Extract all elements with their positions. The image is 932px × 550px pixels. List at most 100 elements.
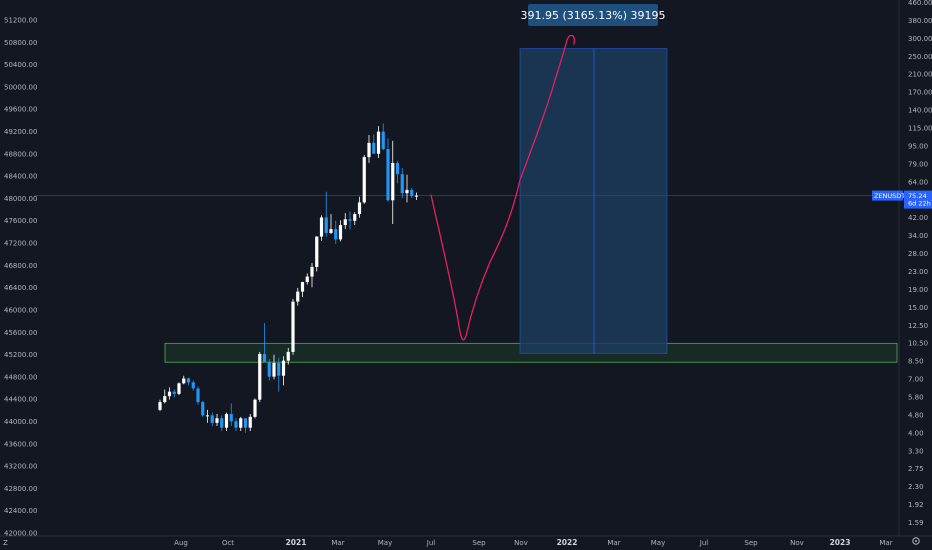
candle-body: [386, 149, 390, 201]
candle-body: [258, 354, 262, 400]
candle-body: [300, 282, 305, 292]
right-axis-tick: 2.30: [908, 483, 924, 491]
forecast-drawing[interactable]: [430, 34, 576, 341]
current-price-badge: ZENUSDT 75.24 6d 22h: [872, 190, 932, 209]
right-axis-tick: 4.00: [908, 429, 924, 437]
candles: [158, 123, 419, 433]
right-axis-tick: 19.00: [908, 286, 928, 294]
price-badge-value: 75.24: [908, 192, 927, 200]
right-axis-tick: 79.00: [908, 160, 928, 168]
candle-body: [172, 391, 176, 394]
candle-body: [400, 174, 404, 194]
candle-body: [381, 131, 385, 150]
time-axis-tick: Mar: [331, 539, 344, 547]
time-zone-icon[interactable]: Z: [3, 539, 8, 547]
left-price-axis[interactable]: 51200.00 50800.00 50400.00 50000.00 49600.00…: [4, 17, 37, 538]
candle-body: [305, 276, 309, 283]
right-axis-tick: 95.00: [908, 142, 928, 150]
time-axis-tick: Sep: [744, 539, 758, 547]
candle-body: [177, 383, 181, 394]
price-range-projection[interactable]: 391.95 (3165.13%) 39195: [519, 4, 668, 354]
time-axis[interactable]: Aug Oct 2021 Mar May Jul Sep Nov 2022 Mar May Jul Se…: [0, 535, 932, 547]
right-axis-tick: 28.00: [908, 250, 928, 258]
candle-body: [277, 363, 281, 376]
left-axis-tick: 50800.00: [4, 39, 37, 47]
time-axis-tick: May: [651, 539, 665, 547]
right-axis-tick: 64.00: [908, 178, 928, 186]
candle-body: [362, 157, 366, 203]
left-axis-tick: 45200.00: [4, 351, 37, 359]
candle-body: [191, 382, 195, 389]
right-axis-tick: 10.50: [908, 340, 928, 348]
price-badge-countdown: 6d 22h: [908, 200, 931, 208]
right-price-axis[interactable]: 460.00 380.00 300.00 250.00 210.00 170.00 140.…: [898, 0, 932, 536]
projection-label-box: [528, 4, 658, 26]
left-axis-tick: 47600.00: [4, 217, 37, 225]
right-axis-tick: 34.00: [908, 232, 928, 240]
candle-body: [210, 415, 214, 423]
candle-body: [329, 229, 333, 233]
left-axis-tick: 51200.00: [4, 17, 37, 25]
candle-body: [348, 219, 352, 221]
right-axis-tick: 460.00: [908, 0, 932, 7]
time-axis-tick: Aug: [174, 539, 188, 547]
candle-body: [229, 413, 233, 422]
candle-body: [296, 291, 300, 302]
time-axis-tick: Mar: [607, 539, 620, 547]
candle-body: [196, 388, 200, 403]
right-axis-tick: 380.00: [908, 17, 932, 25]
time-axis-tick: Mar: [879, 539, 892, 547]
candle-body: [395, 163, 400, 175]
candle-body: [353, 214, 357, 221]
right-axis-tick: 8.50: [908, 358, 924, 366]
candle-body: [315, 236, 319, 267]
candle-body: [343, 219, 347, 226]
candle-body: [163, 396, 167, 403]
right-axis-tick: 170.00: [908, 89, 932, 97]
right-axis-tick: 2.75: [908, 465, 924, 473]
projection-box[interactable]: [519, 48, 668, 354]
symbol-badge-label: ZENUSDT: [874, 192, 905, 200]
time-axis-tick: Sep: [472, 539, 486, 547]
candle-body: [158, 402, 162, 410]
left-axis-tick: 46800.00: [4, 262, 37, 270]
candle-body: [414, 195, 419, 197]
candle-body: [243, 418, 248, 428]
time-axis-tick: Jul: [426, 539, 436, 547]
candle-body: [215, 418, 219, 423]
right-axis-tick: 3.30: [908, 447, 924, 455]
candle-body: [267, 362, 271, 377]
candle-body: [234, 421, 238, 428]
time-axis-tick: Nov: [514, 539, 528, 547]
right-axis-tick: 115.00: [908, 125, 932, 133]
right-axis-tick: 15.00: [908, 304, 928, 312]
candle-body: [182, 378, 186, 384]
right-axis-tick: 7.00: [908, 376, 924, 384]
right-axis-tick: 210.00: [908, 71, 932, 79]
right-axis-tick: 12.50: [908, 322, 928, 330]
time-axis-tick: 2022: [557, 538, 578, 547]
candle-body: [324, 217, 328, 233]
candle-body: [253, 399, 257, 417]
price-badge: [904, 190, 932, 209]
left-axis-tick: 43200.00: [4, 463, 37, 471]
left-axis-tick: 44000.00: [4, 418, 37, 426]
right-axis-tick: 300.00: [908, 35, 932, 43]
projection-label: 391.95 (3165.13%) 39195: [521, 9, 666, 22]
candle-body: [262, 354, 267, 363]
left-axis-tick: 44800.00: [4, 373, 37, 381]
left-axis-tick: 44400.00: [4, 396, 37, 404]
left-axis-tick: 46400.00: [4, 284, 37, 292]
left-axis-tick: 50000.00: [4, 83, 37, 91]
right-axis-tick: 42.00: [908, 214, 928, 222]
right-axis-tick: 23.00: [908, 268, 928, 276]
right-axis-tick: 4.80: [908, 411, 924, 419]
candle-body: [410, 189, 414, 196]
gear-icon[interactable]: [912, 537, 920, 545]
candle-body: [205, 415, 210, 417]
candle-body: [248, 416, 252, 428]
symbol-badge: [872, 190, 903, 201]
time-axis-tick: May: [378, 539, 392, 547]
